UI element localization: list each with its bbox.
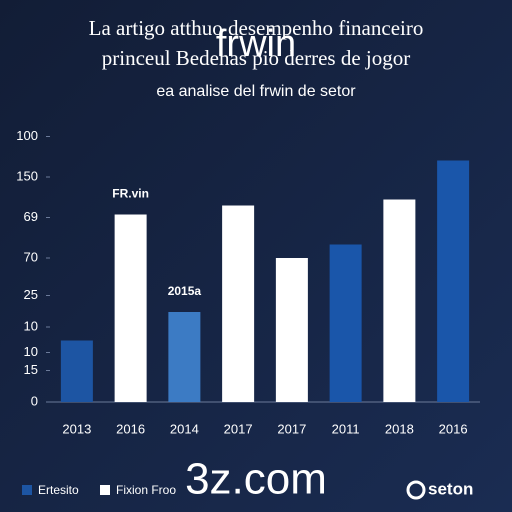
chart-title: La artigo atthuo desempenho financeiro bbox=[89, 16, 424, 40]
y-tick-label: 10 bbox=[24, 344, 38, 359]
legend-swatch bbox=[100, 485, 110, 495]
legend-label: Fixion Froo bbox=[116, 483, 176, 497]
bar bbox=[168, 312, 201, 402]
x-tick-label: 2018 bbox=[385, 421, 414, 436]
chart-title-2: princeul Bedenas pio derres de jogor bbox=[102, 46, 410, 70]
x-tick-label: 2011 bbox=[332, 421, 360, 436]
legend-swatch bbox=[22, 485, 32, 495]
y-tick-label: 100 bbox=[16, 128, 38, 143]
y-tick-label: 69 bbox=[24, 209, 38, 224]
footer-watermark: 3z.com bbox=[185, 455, 327, 504]
subtitle: ea analise del frwin de setor bbox=[156, 83, 356, 100]
x-tick-label: 2013 bbox=[62, 421, 91, 436]
annotation: 2015a bbox=[168, 284, 202, 298]
x-tick-label: 2014 bbox=[170, 421, 199, 436]
watermark: frwin bbox=[216, 23, 296, 65]
x-tick-label: 2017 bbox=[224, 421, 253, 436]
legend-label: Ertesito bbox=[38, 483, 79, 497]
x-tick-label: 2016 bbox=[439, 421, 468, 436]
bar bbox=[275, 258, 308, 402]
y-tick-label: 70 bbox=[24, 249, 38, 264]
y-tick-label: 15 bbox=[24, 362, 38, 377]
logo-icon bbox=[406, 480, 426, 500]
bar bbox=[222, 205, 255, 402]
annotation: FR.vin bbox=[112, 187, 149, 201]
y-tick-label: 10 bbox=[24, 318, 38, 333]
y-tick-label: 0 bbox=[31, 393, 38, 408]
bar bbox=[437, 160, 470, 402]
x-tick-label: 2016 bbox=[116, 421, 145, 436]
y-tick-label: 25 bbox=[24, 287, 38, 302]
y-tick-label: 150 bbox=[16, 168, 38, 183]
x-tick-label: 2017 bbox=[277, 421, 306, 436]
bar bbox=[114, 214, 147, 402]
bar bbox=[329, 244, 362, 402]
bar bbox=[60, 340, 93, 402]
logo: seton bbox=[428, 479, 473, 498]
bar bbox=[383, 199, 416, 402]
